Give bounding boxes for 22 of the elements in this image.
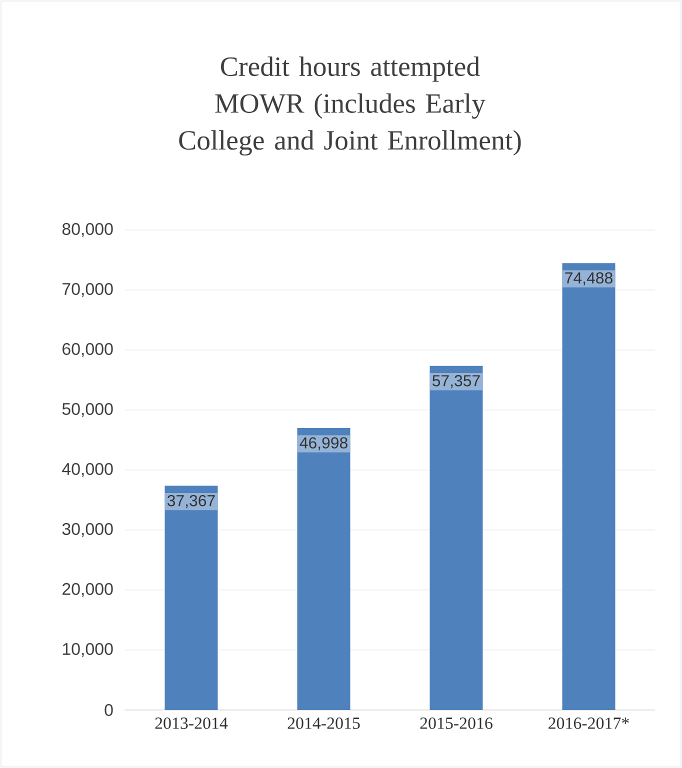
data-label: 37,367 xyxy=(167,494,215,508)
bar xyxy=(164,486,218,710)
bar xyxy=(562,263,616,710)
data-label: 46,998 xyxy=(300,437,348,450)
y-tick-label: 70,000 xyxy=(62,282,113,297)
y-tick-label: 10,000 xyxy=(62,642,113,657)
y-tick-label: 20,000 xyxy=(62,582,113,597)
y-tick-label: 30,000 xyxy=(62,522,113,537)
bar xyxy=(297,428,350,710)
x-tick-label: 2014-2015 xyxy=(288,718,360,729)
data-label: 74,488 xyxy=(565,272,612,286)
bar xyxy=(430,366,483,710)
chart-title: Credit hours attempted MOWR (includes Early College and Joint Enrollment) xyxy=(179,56,521,156)
data-label: 57,357 xyxy=(432,375,480,388)
x-tick-label: 2016-2017* xyxy=(548,718,629,729)
x-tick-label: 2013-2014 xyxy=(155,718,228,729)
y-tick-label: 0 xyxy=(104,704,113,716)
y-tick-label: 80,000 xyxy=(62,222,113,237)
y-tick-label: 60,000 xyxy=(62,342,113,357)
x-tick-label: 2015-2016 xyxy=(420,718,492,729)
y-tick-label: 50,000 xyxy=(62,402,113,417)
y-tick-label: 40,000 xyxy=(62,462,113,477)
